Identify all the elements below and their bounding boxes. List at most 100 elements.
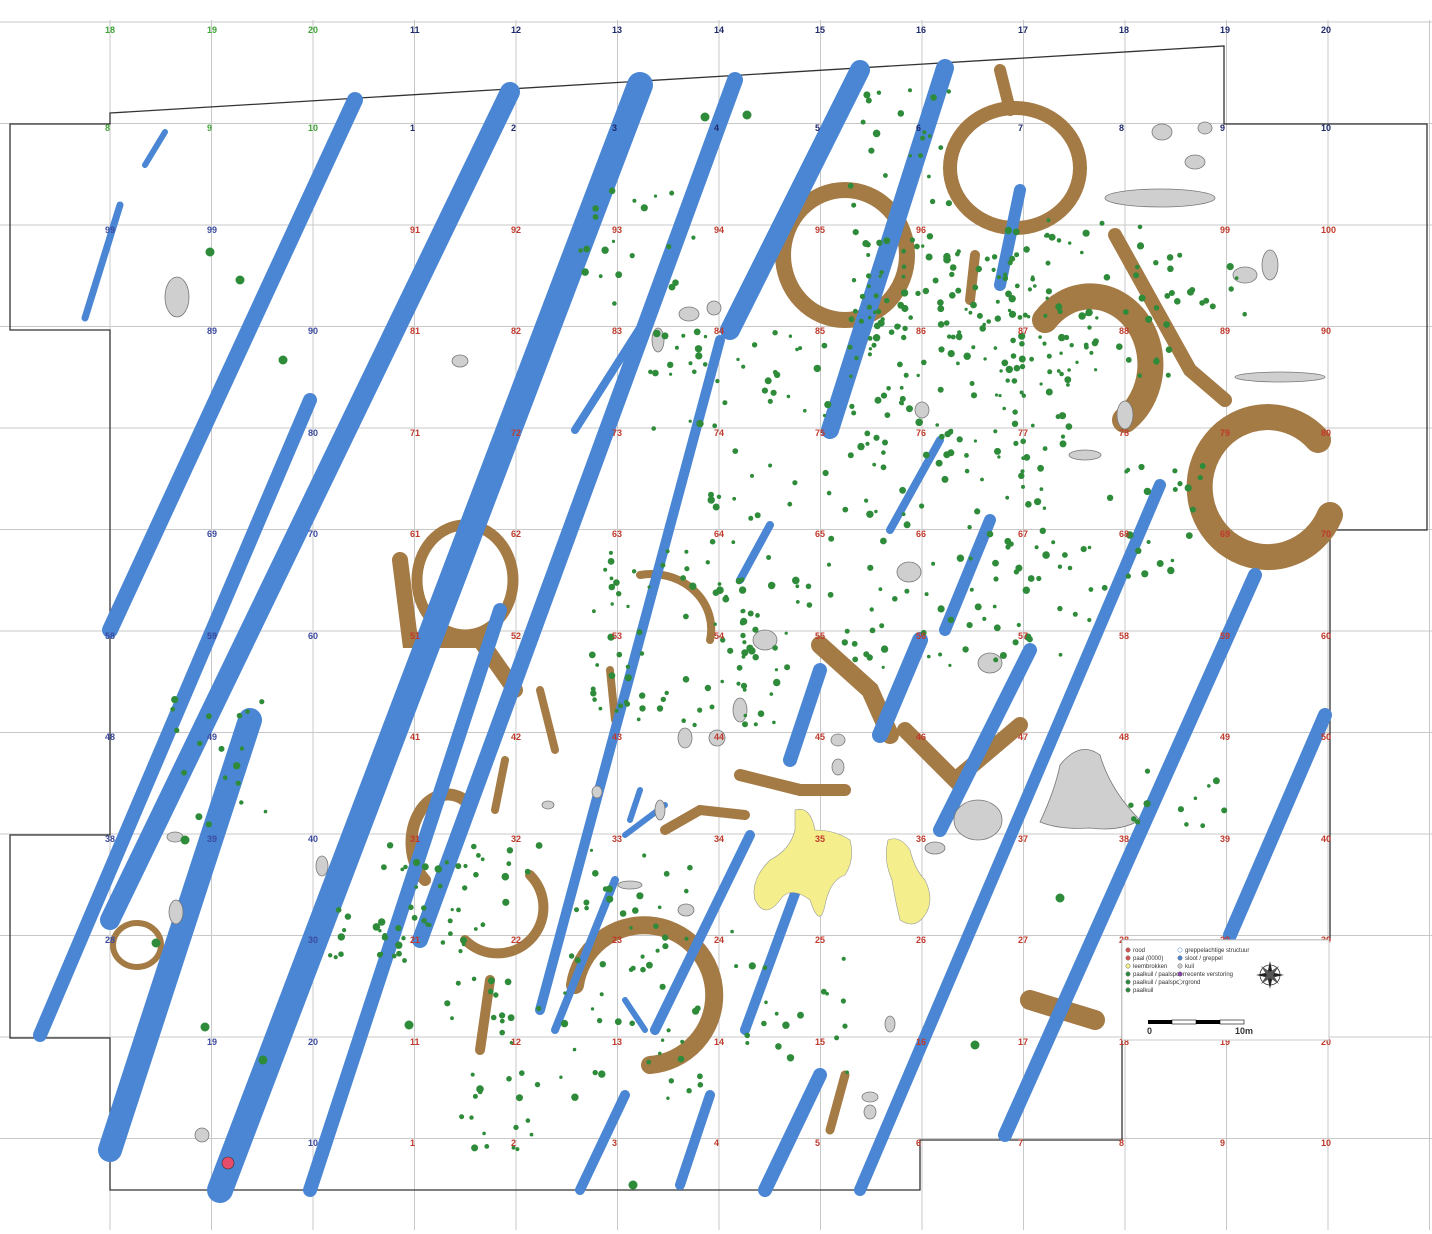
posthole xyxy=(906,405,913,413)
grid-cell-label: 81 xyxy=(410,326,420,336)
posthole xyxy=(463,863,468,869)
grid-cell-label: 27 xyxy=(1018,935,1028,945)
posthole xyxy=(1015,564,1023,572)
posthole xyxy=(864,498,869,503)
posthole xyxy=(762,965,768,971)
grid-cell-label: 19 xyxy=(1220,1037,1230,1047)
posthole xyxy=(748,515,754,521)
pit xyxy=(168,899,184,925)
posthole xyxy=(827,591,834,598)
posthole xyxy=(969,587,974,592)
posthole xyxy=(847,452,854,459)
grid-cell-label: 82 xyxy=(511,326,521,336)
posthole xyxy=(335,907,342,913)
posthole xyxy=(1189,506,1196,513)
grid-cell-label: 87 xyxy=(1018,326,1028,336)
posthole xyxy=(599,961,606,968)
posthole xyxy=(414,885,419,889)
posthole xyxy=(705,560,710,565)
posthole xyxy=(963,352,971,360)
posthole xyxy=(707,496,715,504)
posthole xyxy=(748,962,756,970)
posthole xyxy=(206,713,212,720)
posthole xyxy=(868,147,875,154)
posthole xyxy=(1018,332,1026,340)
posthole xyxy=(1080,250,1084,255)
posthole xyxy=(639,692,646,699)
posthole xyxy=(840,998,847,1004)
posthole xyxy=(712,503,720,511)
grid-cell-label: 20 xyxy=(308,1037,318,1047)
pit xyxy=(884,1015,896,1033)
loam-patch xyxy=(885,838,931,925)
posthole xyxy=(1045,296,1049,300)
posthole xyxy=(805,583,812,590)
posthole xyxy=(197,740,203,747)
posthole xyxy=(697,707,703,713)
posthole xyxy=(880,392,888,399)
posthole xyxy=(1002,275,1009,282)
posthole xyxy=(864,430,871,437)
posthole xyxy=(735,577,743,585)
posthole xyxy=(1037,464,1044,472)
posthole xyxy=(738,586,747,594)
posthole xyxy=(574,957,581,964)
posthole xyxy=(493,992,499,998)
posthole xyxy=(967,525,972,530)
posthole xyxy=(1083,342,1089,348)
posthole xyxy=(1012,228,1020,236)
posthole xyxy=(1138,463,1145,471)
posthole xyxy=(658,1051,662,1056)
grid-cell-label: 28 xyxy=(105,935,115,945)
ditch xyxy=(675,1090,715,1190)
posthole xyxy=(484,1144,490,1149)
posthole xyxy=(171,696,179,704)
posthole xyxy=(1177,806,1184,813)
posthole xyxy=(720,637,726,643)
posthole xyxy=(1059,351,1063,355)
posthole xyxy=(982,616,987,622)
posthole xyxy=(434,865,443,873)
grid-cell-label: 36 xyxy=(916,834,926,844)
posthole xyxy=(421,863,429,871)
posthole xyxy=(333,955,338,960)
legend-label: kuil xyxy=(1185,964,1194,970)
grid-cell-label: 48 xyxy=(105,732,115,742)
posthole xyxy=(181,769,187,776)
posthole xyxy=(1059,371,1064,377)
posthole xyxy=(788,334,793,338)
linear-ditches xyxy=(33,59,1332,1203)
posthole xyxy=(205,821,212,828)
posthole xyxy=(921,244,925,248)
posthole xyxy=(998,394,1002,398)
posthole xyxy=(595,663,600,667)
grid-cell-label: 55 xyxy=(815,631,825,641)
grid-cell-label: 66 xyxy=(916,529,926,539)
posthole xyxy=(1012,409,1018,415)
posthole xyxy=(841,639,848,646)
posthole xyxy=(1009,255,1016,262)
posthole xyxy=(1144,768,1151,774)
posthole xyxy=(490,1014,497,1021)
posthole xyxy=(1046,218,1051,223)
posthole xyxy=(922,287,930,295)
posthole xyxy=(935,423,939,427)
posthole xyxy=(795,600,800,604)
posthole xyxy=(590,1007,595,1011)
grid-cell-label: 16 xyxy=(916,1037,926,1047)
posthole xyxy=(386,842,394,849)
posthole xyxy=(1023,454,1031,461)
top-grid-label: 19 xyxy=(1220,25,1230,35)
posthole xyxy=(722,400,728,406)
posthole xyxy=(704,684,712,692)
posthole xyxy=(639,705,646,712)
posthole xyxy=(590,690,597,697)
posthole xyxy=(842,1023,848,1029)
posthole xyxy=(909,237,916,243)
posthole xyxy=(880,464,887,471)
grid-cell-label: 6 xyxy=(916,123,921,133)
pit xyxy=(1261,249,1279,281)
posthole xyxy=(1193,796,1198,801)
posthole xyxy=(613,579,620,586)
posthole xyxy=(1221,807,1228,814)
